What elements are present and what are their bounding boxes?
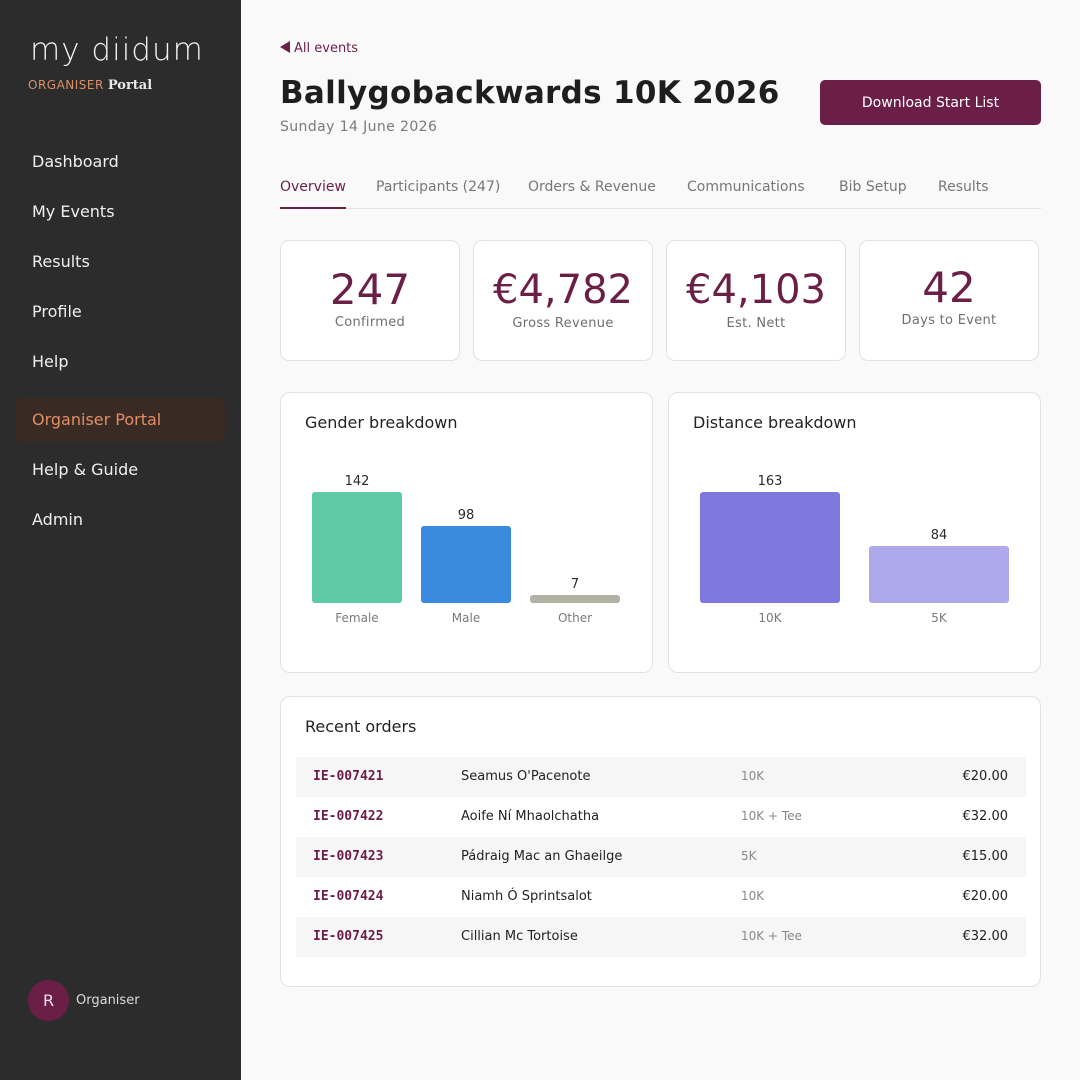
nav-item-help[interactable]: Help [32,352,69,371]
nav-item-profile[interactable]: Profile [32,302,82,321]
back-link[interactable]: All events [280,41,358,56]
order-name: Seamus O'Pacenote [461,769,591,784]
sidebar: my diidum ORGANISER Portal Dashboard My E… [0,0,241,1080]
stat-card-gross-revenue: €4,782 Gross Revenue [473,240,653,361]
brand-portal-label: Portal [107,78,153,93]
bar-value-label: 98 [458,508,475,523]
nav-item-my-events[interactable]: My Events [32,202,115,221]
bar-value-label: 7 [571,577,579,592]
order-row[interactable]: IE-007422 Aoife Ní Mhaolchatha 10K + Tee… [296,797,1026,837]
order-type: 10K [741,769,765,783]
order-name: Cillian Mc Tortoise [461,929,578,944]
order-id[interactable]: IE-007421 [313,769,384,784]
order-amount: €15.00 [962,849,1009,864]
stat-card-days-to-event: 42 Days to Event [859,240,1039,361]
bar-value-label: 142 [345,474,370,489]
distance-breakdown-title: Distance breakdown [693,413,857,432]
stat-label: Gross Revenue [512,316,614,331]
order-amount: €32.00 [962,929,1009,944]
bar-male [421,526,511,603]
stat-card-confirmed: 247 Confirmed [280,240,460,361]
stat-card-est-nett: €4,103 Est. Nett [666,240,846,361]
order-id[interactable]: IE-007423 [313,849,384,864]
order-type: 5K [741,849,757,863]
bar-10k [700,492,840,603]
order-id[interactable]: IE-007425 [313,929,384,944]
order-id[interactable]: IE-007422 [313,809,384,824]
event-date: Sunday 14 June 2026 [280,119,438,135]
bar-value-label: 84 [931,528,948,543]
bar-female [312,492,402,603]
back-link-label: All events [294,41,359,56]
brand-logo[interactable]: my diidum ORGANISER Portal [28,32,204,93]
tab-orders-revenue[interactable]: Orders & Revenue [528,179,656,195]
tab-communications[interactable]: Communications [687,179,805,195]
distance-breakdown-panel: 163 10K 84 5K Distance breakdown [668,392,1041,673]
order-id[interactable]: IE-007424 [313,889,384,904]
page-title: Ballygobackwards 10K 2026 [280,75,780,111]
bar-category-label: 5K [931,611,948,625]
tab-bib-setup[interactable]: Bib Setup [839,179,907,195]
tab-overview[interactable]: Overview [280,179,346,209]
stat-value: €4,782 [493,267,633,313]
nav-item-organiser-portal[interactable]: Organiser Portal [16,398,225,442]
stat-value: 247 [329,265,411,314]
stat-label: Confirmed [334,315,406,330]
order-amount: €20.00 [962,769,1009,784]
recent-orders-panel: Recent orders IE-007421 Seamus O'Pacenot… [280,696,1041,987]
stat-label: Days to Event [901,313,997,328]
bar-other [530,595,620,603]
order-type: 10K + Tee [741,809,802,823]
recent-orders-title: Recent orders [305,717,417,736]
order-amount: €32.00 [962,809,1009,824]
bar-category-label: 10K [758,611,782,625]
tab-participants[interactable]: Participants (247) [376,179,501,195]
order-row[interactable]: IE-007424 Niamh Ó Sprintsalot 10K €20.00 [296,877,1026,917]
gender-breakdown-panel: 142 Female 98 Male 7 Other Gender breakdown [280,392,653,673]
bar-category-label: Male [452,611,480,625]
order-name: Aoife Ní Mhaolchatha [461,809,600,824]
bar-category-label: Female [335,611,378,625]
brand-name: my diidum [30,32,204,68]
tab-results[interactable]: Results [938,179,989,195]
gender-breakdown-title: Gender breakdown [305,413,458,432]
back-arrow-icon [280,41,290,53]
avatar[interactable]: R [28,980,69,1021]
bar-category-label: Other [558,611,592,625]
user-profile[interactable]: R Organiser [28,980,140,1021]
brand-organiser-label: ORGANISER [28,78,104,92]
order-row[interactable]: IE-007421 Seamus O'Pacenote 10K €20.00 [296,757,1026,797]
nav-item-help-guide[interactable]: Help & Guide [32,460,139,479]
bar-5k [869,546,1009,603]
stat-value: 42 [922,263,976,312]
bar-value-label: 163 [758,474,783,489]
nav-item-dashboard[interactable]: Dashboard [32,152,119,171]
order-type: 10K [741,889,765,903]
order-row[interactable]: IE-007423 Pádraig Mac an Ghaeilge 5K €15… [296,837,1026,877]
download-start-list-button[interactable]: Download Start List [820,80,1041,125]
order-amount: €20.00 [962,889,1009,904]
user-name: Organiser [76,993,140,1008]
gender-bar-chart: 142 Female 98 Male 7 Other [312,474,620,625]
stat-label: Est. Nett [726,316,786,331]
nav-item-results[interactable]: Results [32,252,90,271]
tab-bar: Overview Participants (247) Orders & Rev… [280,172,1041,209]
stat-value: €4,103 [686,267,826,313]
brand-subtitle: ORGANISER Portal [28,74,152,93]
order-name: Niamh Ó Sprintsalot [461,889,592,904]
order-row[interactable]: IE-007425 Cillian Mc Tortoise 10K + Tee … [296,917,1026,957]
order-name: Pádraig Mac an Ghaeilge [461,849,623,864]
distance-bar-chart: 163 10K 84 5K [700,474,1009,625]
nav-item-admin[interactable]: Admin [32,510,83,529]
order-type: 10K + Tee [741,929,802,943]
